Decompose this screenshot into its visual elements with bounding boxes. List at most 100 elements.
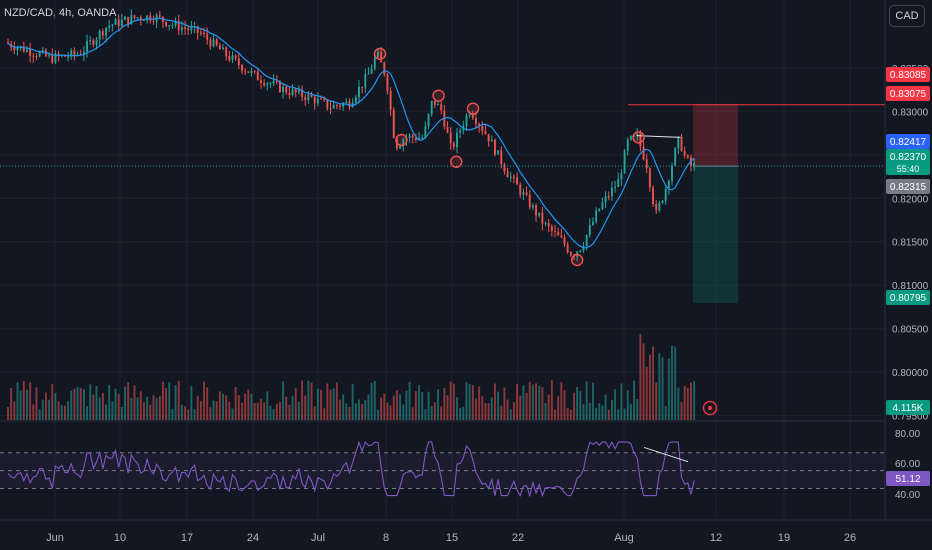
candle [617, 172, 620, 187]
candle [316, 92, 319, 107]
volume-bar [73, 388, 76, 420]
candle [579, 250, 582, 253]
volume-bar [516, 384, 519, 420]
candle [260, 75, 262, 89]
candle [51, 48, 54, 65]
candle [424, 121, 427, 139]
volume-bar [168, 382, 171, 420]
volume-bar [98, 397, 101, 420]
candle [528, 189, 531, 210]
stop-loss-zone [693, 103, 738, 167]
volume-bar [512, 402, 515, 420]
volume-bar [187, 409, 190, 420]
candle [127, 16, 130, 28]
volume-bar [212, 400, 215, 420]
volume-bar [41, 399, 44, 420]
volume-bar [395, 390, 398, 420]
volume-bar [588, 402, 591, 420]
volume-bar [569, 409, 572, 420]
volume-bar [620, 383, 623, 420]
volume-bar [475, 398, 477, 420]
volume-bar [149, 404, 152, 420]
volume-bar [335, 382, 338, 420]
volume-bars [7, 333, 696, 420]
volume-bar [614, 389, 617, 420]
time-tick-label: 17 [181, 532, 193, 544]
volume-bar [241, 402, 243, 420]
volume-bar [282, 381, 285, 420]
volume-bar [598, 403, 601, 420]
candle [607, 191, 610, 201]
volume-bar [323, 408, 326, 420]
candle [291, 84, 294, 97]
volume-bar [26, 389, 28, 420]
volume-bar [566, 407, 569, 420]
volume-bar [275, 403, 278, 420]
volume-bar [503, 387, 506, 420]
volume-bar [626, 389, 629, 420]
candle [563, 234, 566, 248]
volume-bar [196, 395, 199, 420]
candle [108, 19, 111, 32]
candle [155, 12, 158, 29]
price-tick-label: 0.79500 [892, 412, 929, 423]
candle [263, 79, 266, 88]
candle [604, 191, 607, 209]
candle [456, 127, 458, 154]
volume-bar [32, 404, 35, 420]
candle [471, 110, 474, 120]
volume-bar [139, 391, 142, 420]
candle [67, 51, 70, 62]
candle [484, 125, 487, 135]
candle [433, 101, 436, 109]
candle [538, 212, 541, 218]
volume-bar [506, 399, 509, 420]
volume-bar [76, 386, 79, 420]
take-profit-zone [693, 166, 738, 304]
candle [437, 101, 439, 106]
volume-bar [260, 398, 262, 420]
volume-bar [247, 389, 250, 420]
candle [282, 82, 285, 99]
candle [386, 72, 389, 95]
volume-bar [509, 409, 512, 420]
volume-bar [541, 386, 544, 420]
volume-bar [525, 392, 528, 420]
time-tick-label: 12 [710, 532, 722, 544]
candle [124, 15, 126, 21]
candle [677, 136, 680, 155]
volume-bar [101, 393, 104, 420]
candle [89, 35, 92, 46]
candle [560, 228, 563, 239]
position-tool [693, 103, 738, 304]
price-tick-label: 0.81000 [892, 281, 929, 292]
volume-bar [573, 392, 575, 420]
currency-button[interactable]: CAD [889, 5, 925, 27]
volume-bar [117, 393, 120, 420]
candle [13, 41, 16, 55]
candle [554, 225, 556, 238]
candle [592, 217, 594, 226]
candle [244, 68, 247, 75]
candle [383, 61, 386, 77]
candle [481, 121, 484, 136]
volume-bar [215, 401, 218, 420]
candle [26, 45, 28, 53]
volume-bar [278, 401, 281, 420]
candle [345, 98, 348, 104]
candle [120, 13, 123, 28]
countdown-label: 55:40 [897, 164, 920, 174]
candle [408, 133, 411, 143]
volume-bar [70, 390, 73, 420]
candle [655, 200, 658, 215]
volume-bar [661, 357, 664, 420]
volume-bar [60, 405, 63, 420]
volume-bar [373, 381, 376, 420]
volume-bar [452, 383, 455, 420]
candle [114, 17, 117, 25]
volume-bar [313, 406, 316, 420]
candle [297, 85, 300, 95]
candle [449, 127, 452, 150]
volume-bar [206, 387, 209, 420]
